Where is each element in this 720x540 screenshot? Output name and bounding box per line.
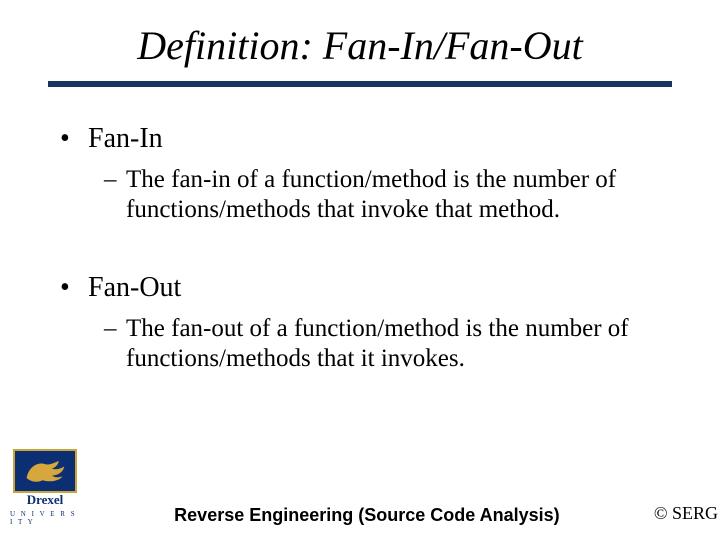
sub-bullet-text: The fan-in of a function/method is the n… bbox=[126, 165, 660, 224]
slide-title: Definition: Fan-In/Fan-Out bbox=[0, 22, 720, 69]
slide-footer: Drexel U N I V E R S I T Y Reverse Engin… bbox=[0, 449, 720, 526]
sub-bullet-item: – The fan-in of a function/method is the… bbox=[60, 165, 660, 224]
bullet-item: • Fan-Out bbox=[60, 272, 660, 304]
slide-body: • Fan-In – The fan-in of a function/meth… bbox=[0, 87, 720, 373]
dragon-icon bbox=[22, 456, 68, 486]
sub-bullet-marker: – bbox=[104, 166, 126, 194]
drexel-logo: Drexel U N I V E R S I T Y bbox=[10, 449, 80, 526]
copyright-text: © SERG bbox=[654, 503, 718, 524]
bullet-label: Fan-Out bbox=[88, 272, 181, 304]
sub-bullet-text: The fan-out of a function/method is the … bbox=[126, 314, 660, 373]
logo-name-text: Drexel bbox=[27, 492, 64, 508]
sub-bullet-marker: – bbox=[104, 315, 126, 343]
logo-university-text: U N I V E R S I T Y bbox=[10, 510, 80, 526]
bullet-item: • Fan-In bbox=[60, 123, 660, 155]
bullet-label: Fan-In bbox=[88, 123, 163, 155]
footer-title: Reverse Engineering (Source Code Analysi… bbox=[80, 505, 654, 526]
bullet-marker: • bbox=[60, 272, 88, 304]
drexel-logo-box bbox=[13, 449, 77, 493]
bullet-marker: • bbox=[60, 123, 88, 155]
sub-bullet-item: – The fan-out of a function/method is th… bbox=[60, 314, 660, 373]
